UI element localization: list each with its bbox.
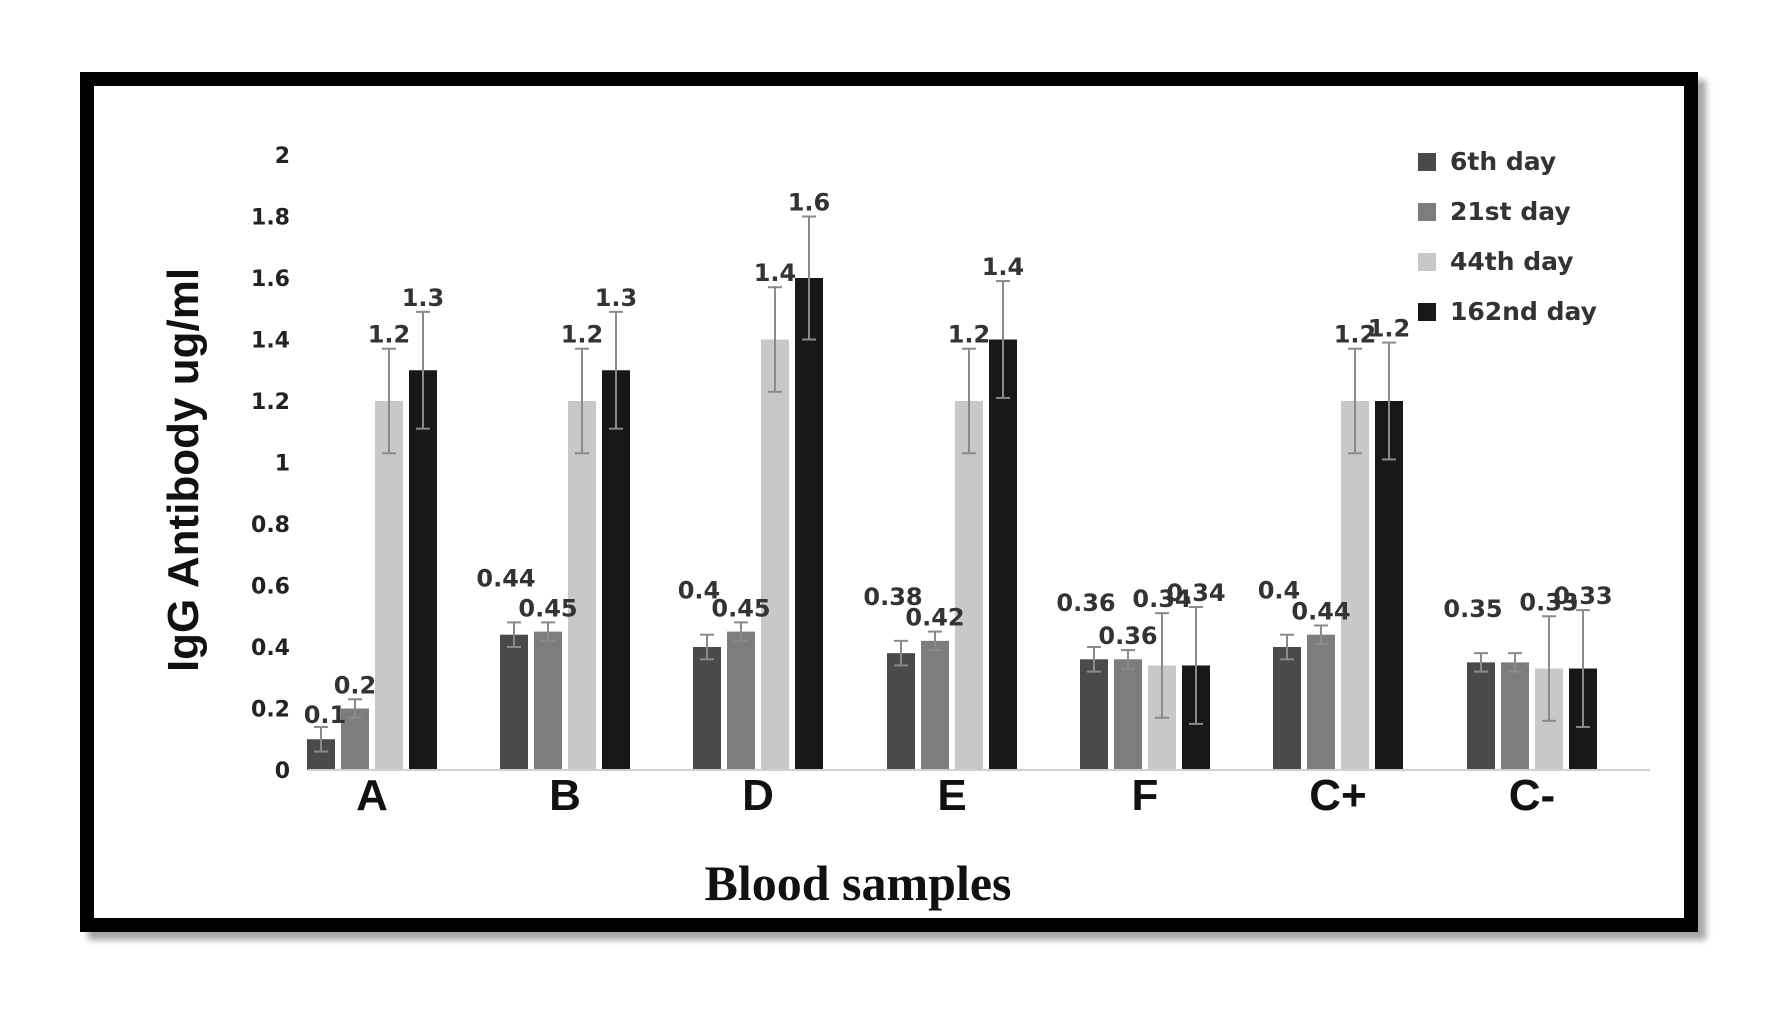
data-label: 1.6 xyxy=(788,189,831,217)
data-label: 0.1 xyxy=(304,701,347,729)
bar xyxy=(341,708,369,770)
data-label: 0.36 xyxy=(1098,622,1157,650)
data-label: 0.34 xyxy=(1132,585,1191,613)
data-label: 0.45 xyxy=(711,594,770,622)
y-tick-label: 0.6 xyxy=(251,575,290,600)
x-axis-categories: A B D E F C+ C- xyxy=(356,771,1555,820)
legend-label: 44th day xyxy=(1450,247,1574,276)
category-label: B xyxy=(549,771,581,820)
error-bars xyxy=(314,215,1590,753)
legend-label: 6th day xyxy=(1450,147,1556,176)
data-label: 0.44 xyxy=(476,564,535,592)
bar xyxy=(1080,659,1108,770)
data-labels: 0.10.21.21.30.440.451.21.30.40.451.41.60… xyxy=(304,189,1613,729)
bar xyxy=(989,339,1017,770)
bar xyxy=(500,634,528,770)
bar xyxy=(1501,662,1529,770)
bar xyxy=(921,640,949,770)
x-axis-label: Blood samples xyxy=(704,855,1011,911)
data-label: 0.2 xyxy=(334,671,377,699)
data-label: 0.35 xyxy=(1443,595,1502,623)
data-label: 1.2 xyxy=(561,321,604,349)
data-label: 0.33 xyxy=(1519,588,1578,616)
bar xyxy=(693,647,721,770)
y-tick-label: 0.2 xyxy=(251,698,290,723)
bar xyxy=(955,401,983,770)
data-label: 0.42 xyxy=(905,604,964,632)
legend-swatch xyxy=(1418,203,1436,221)
data-label: 1.2 xyxy=(948,321,991,349)
data-label: 1.2 xyxy=(1368,315,1411,343)
bar xyxy=(568,401,596,770)
bar xyxy=(1467,662,1495,770)
bar xyxy=(795,278,823,770)
data-label: 1.2 xyxy=(368,321,411,349)
bar xyxy=(375,401,403,770)
data-label: 0.45 xyxy=(518,594,577,622)
y-tick-label: 2 xyxy=(275,144,290,169)
data-label: 0.38 xyxy=(863,583,922,611)
y-axis-label: IgG Antibody ug/ml xyxy=(159,268,208,672)
legend-label: 162nd day xyxy=(1450,297,1597,326)
data-label: 0.33 xyxy=(1553,582,1612,610)
category-label: A xyxy=(356,771,388,820)
bar xyxy=(1114,659,1142,770)
bars xyxy=(307,278,1597,770)
bar xyxy=(602,370,630,770)
data-label: 1.4 xyxy=(982,253,1025,281)
category-label: F xyxy=(1132,771,1159,820)
data-label: 0.4 xyxy=(1258,577,1301,605)
data-label: 1.2 xyxy=(1334,321,1377,349)
bar xyxy=(1307,634,1335,770)
category-label: D xyxy=(742,771,774,820)
legend-label: 21st day xyxy=(1450,197,1571,226)
category-label: E xyxy=(937,771,966,820)
legend-swatch xyxy=(1418,303,1436,321)
category-label: C- xyxy=(1509,771,1555,820)
y-tick-label: 0.4 xyxy=(251,636,290,661)
legend: 6th day 21st day 44th day 162nd day xyxy=(1418,147,1597,326)
category-label: C+ xyxy=(1309,771,1366,820)
data-label: 0.4 xyxy=(678,577,721,605)
bar xyxy=(1341,401,1369,770)
data-label: 0.44 xyxy=(1291,597,1350,625)
bar xyxy=(727,631,755,770)
data-label: 1.4 xyxy=(754,259,797,287)
bar xyxy=(761,339,789,770)
y-tick-label: 1.4 xyxy=(251,329,290,354)
bar xyxy=(1273,647,1301,770)
bar xyxy=(887,653,915,770)
data-label: 0.36 xyxy=(1056,589,1115,617)
bar xyxy=(1375,401,1403,770)
bar xyxy=(534,631,562,770)
bar xyxy=(409,370,437,770)
legend-swatch xyxy=(1418,153,1436,171)
y-tick-label: 1 xyxy=(275,452,290,477)
y-tick-label: 1.6 xyxy=(251,267,290,292)
y-tick-label: 1.2 xyxy=(251,390,290,415)
data-label: 0.34 xyxy=(1166,579,1225,607)
y-tick-label: 1.8 xyxy=(251,206,290,231)
y-tick-label: 0.8 xyxy=(251,513,290,538)
data-label: 1.3 xyxy=(595,284,638,312)
y-axis-ticks: 0 0.2 0.4 0.6 0.8 1 1.2 1.4 1.6 1.8 2 xyxy=(251,144,290,784)
data-label: 1.3 xyxy=(402,284,445,312)
legend-swatch xyxy=(1418,253,1436,271)
y-tick-label: 0 xyxy=(275,759,290,784)
